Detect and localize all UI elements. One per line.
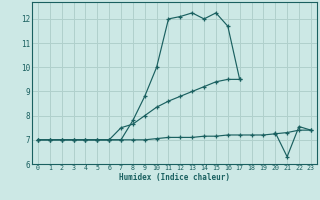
X-axis label: Humidex (Indice chaleur): Humidex (Indice chaleur) xyxy=(119,173,230,182)
